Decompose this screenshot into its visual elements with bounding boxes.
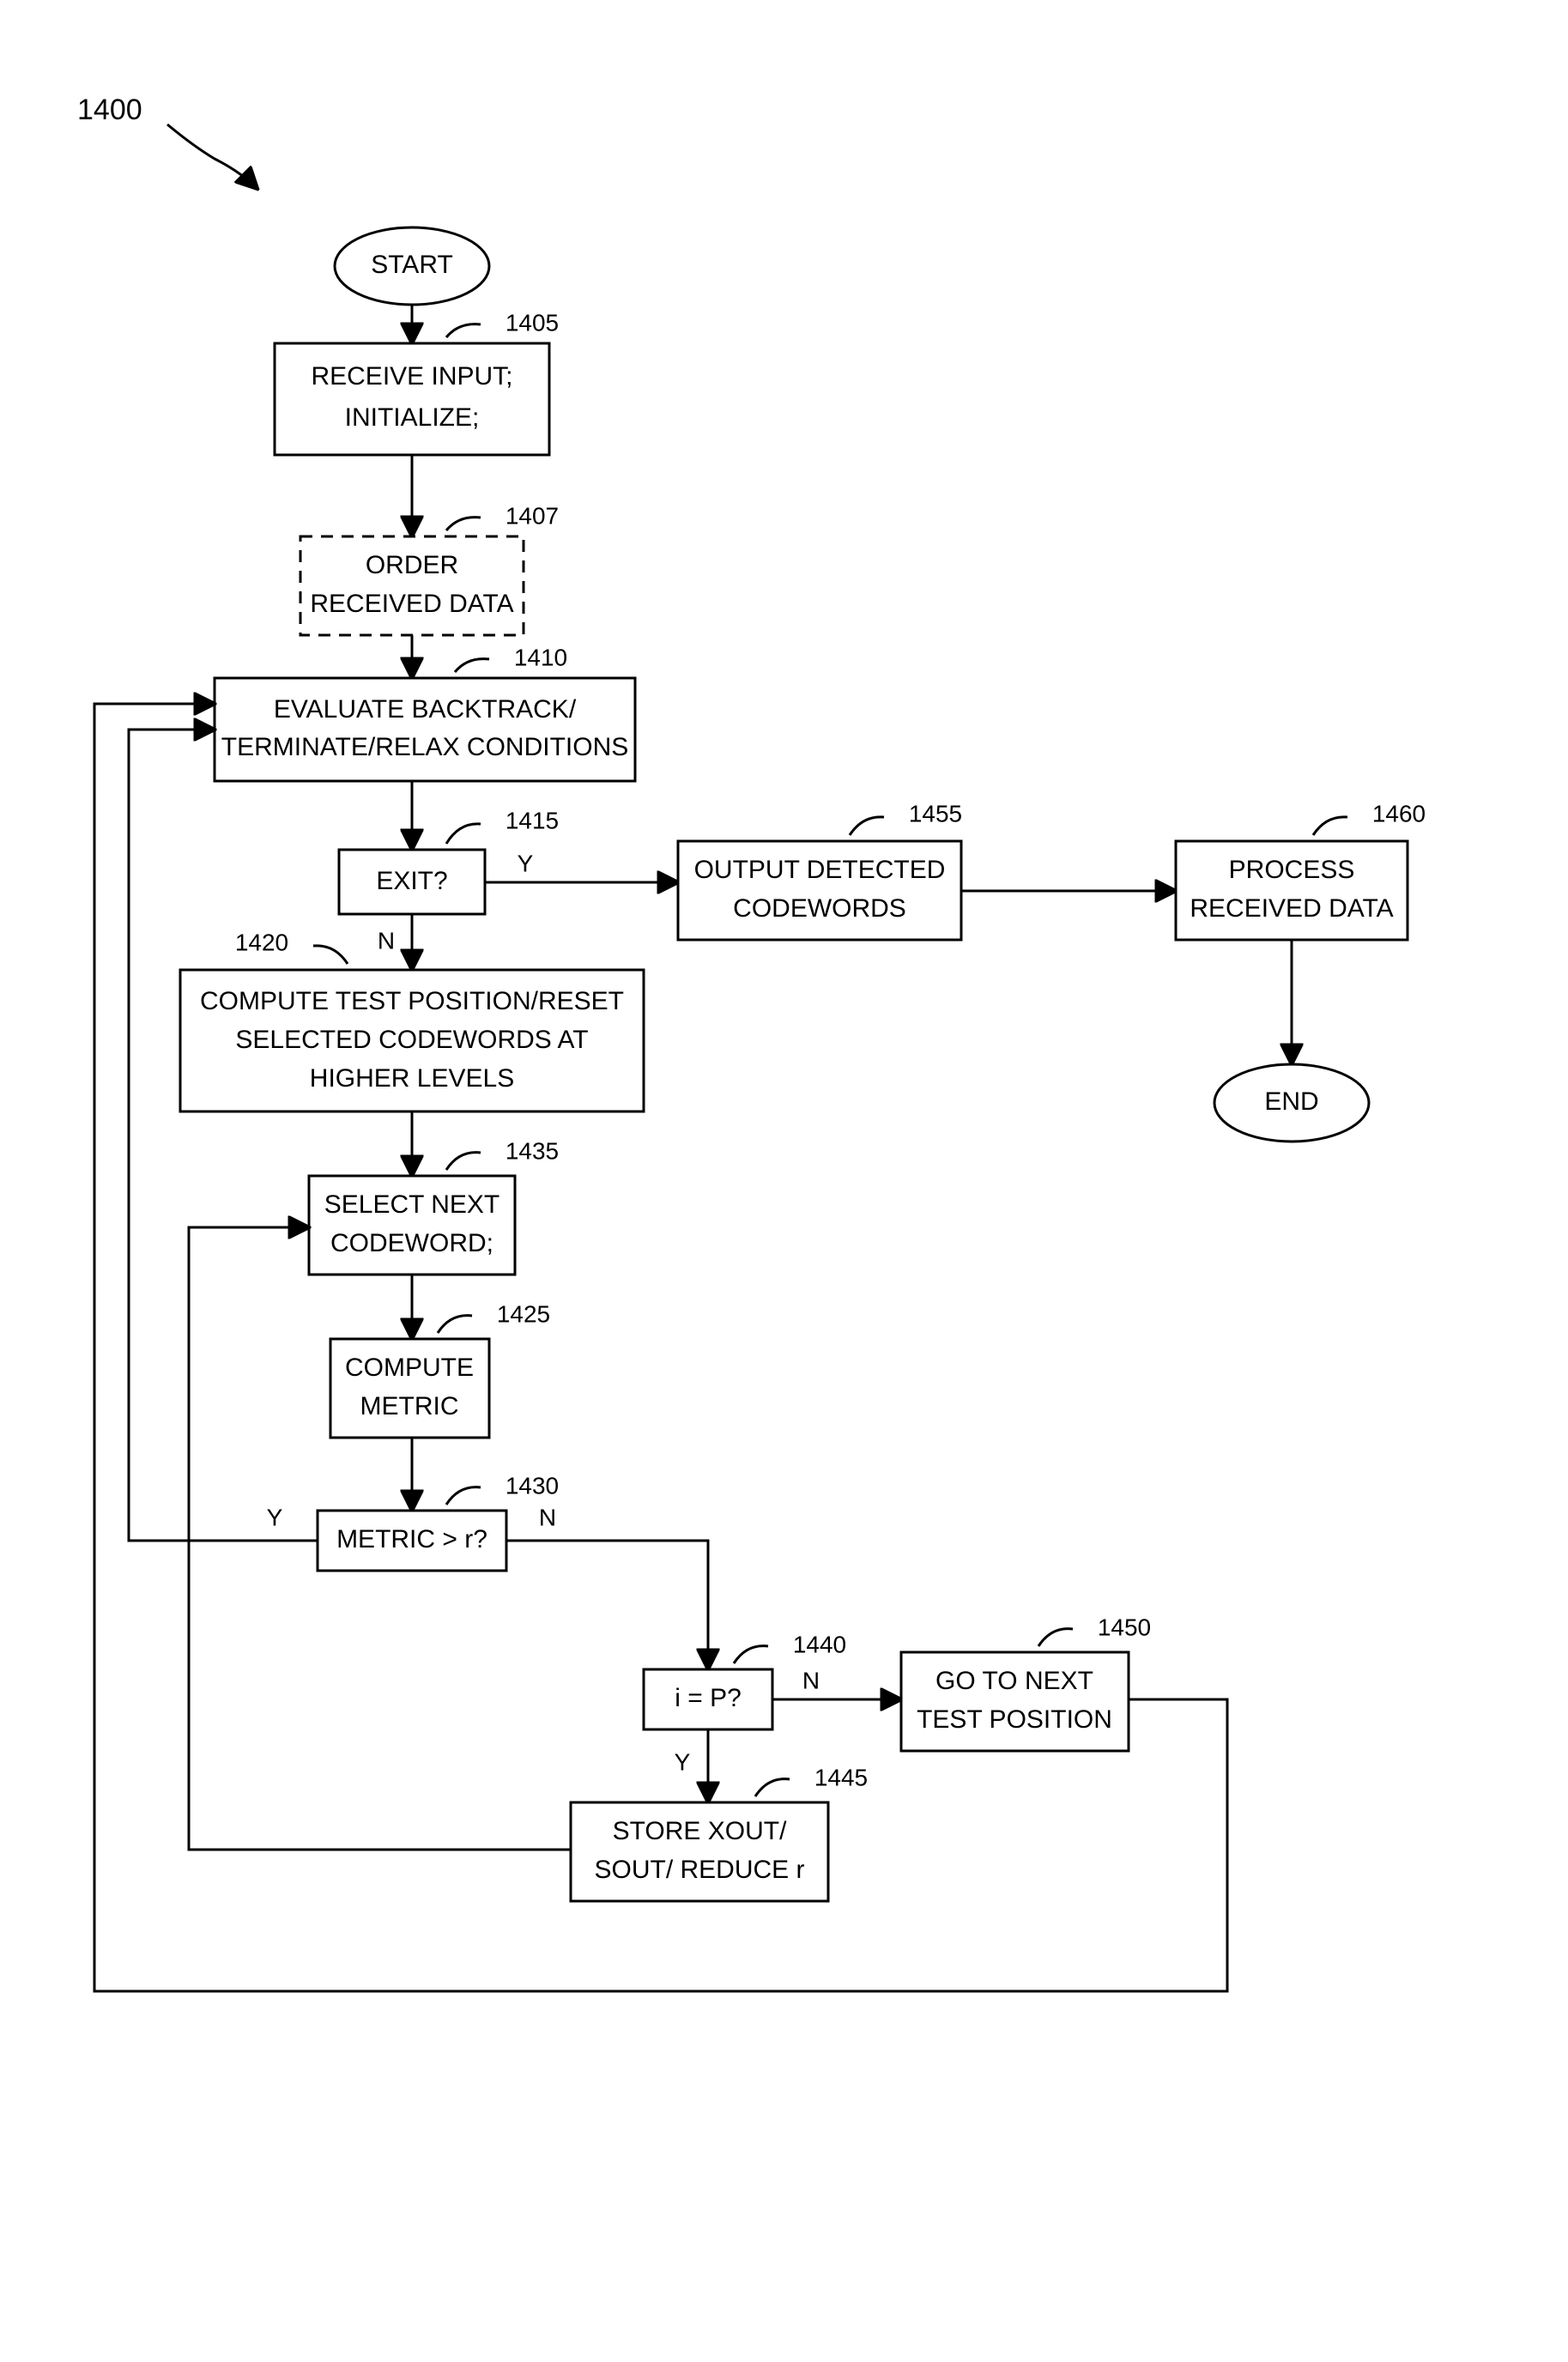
- ref-leader-1405: [446, 324, 481, 337]
- ref-1440: 1440: [793, 1631, 846, 1657]
- ref-1415: 1415: [506, 807, 559, 833]
- select-line2: CODEWORD;: [330, 1229, 493, 1257]
- select-line1: SELECT NEXT: [324, 1190, 500, 1219]
- node-evaluate: [215, 678, 635, 781]
- ref-leader-1460: [1313, 817, 1347, 835]
- ref-leader-1435: [446, 1153, 481, 1170]
- ref-1435: 1435: [506, 1137, 559, 1164]
- order-line1: ORDER: [366, 551, 458, 579]
- ref-leader-1407: [446, 518, 481, 530]
- output-line2: CODEWORDS: [733, 894, 906, 923]
- ref-1460: 1460: [1372, 800, 1426, 827]
- process-line1: PROCESS: [1229, 856, 1355, 884]
- edge-metric-yes-loop: [129, 730, 318, 1541]
- end-label: END: [1264, 1087, 1318, 1116]
- ref-leader-1415: [446, 824, 481, 844]
- ref-leader-1440: [734, 1646, 768, 1663]
- ref-leader-1425: [438, 1316, 472, 1333]
- ref-leader-1455: [850, 817, 884, 835]
- goto-line1: GO TO NEXT: [935, 1667, 1093, 1695]
- figure-label: 1400: [77, 94, 142, 126]
- figure-label-arrow: [167, 124, 257, 189]
- ref-1450: 1450: [1098, 1614, 1151, 1640]
- receive-line2: INITIALIZE;: [345, 403, 480, 432]
- ref-1430: 1430: [506, 1472, 559, 1499]
- exit-line1: EXIT?: [376, 867, 447, 895]
- computepos-line2: SELECTED CODEWORDS AT: [235, 1026, 588, 1054]
- metric-yes-label: Y: [267, 1504, 283, 1530]
- ref-leader-1420: [313, 946, 348, 964]
- metric-no-label: N: [539, 1504, 556, 1530]
- computemetric-line1: COMPUTE: [345, 1354, 474, 1382]
- receive-line1: RECEIVE INPUT;: [311, 362, 512, 391]
- ip-line1: i = P?: [675, 1684, 742, 1712]
- evaluate-line2: TERMINATE/RELAX CONDITIONS: [221, 733, 629, 761]
- computepos-line1: COMPUTE TEST POSITION/RESET: [200, 987, 624, 1015]
- node-receive: [275, 343, 549, 455]
- goto-line2: TEST POSITION: [917, 1705, 1112, 1734]
- computemetric-line2: METRIC: [360, 1392, 459, 1420]
- process-line2: RECEIVED DATA: [1190, 894, 1393, 923]
- ref-leader-1450: [1038, 1629, 1073, 1646]
- ref-leader-1445: [755, 1779, 790, 1796]
- exit-yes-label: Y: [518, 850, 534, 876]
- ref-leader-1430: [446, 1487, 481, 1505]
- store-line2: SOUT/ REDUCE r: [594, 1856, 804, 1884]
- ip-no-label: N: [802, 1667, 820, 1693]
- ref-1455: 1455: [909, 800, 962, 827]
- computepos-line3: HIGHER LEVELS: [310, 1064, 514, 1093]
- evaluate-line1: EVALUATE BACKTRACK/: [274, 695, 577, 724]
- ref-1445: 1445: [814, 1764, 868, 1790]
- ref-1405: 1405: [506, 309, 559, 336]
- edge-goto-loop: [94, 704, 1227, 1991]
- ref-1420: 1420: [235, 929, 288, 955]
- ref-1407: 1407: [506, 502, 559, 529]
- store-line1: STORE XOUT/: [613, 1817, 787, 1845]
- ref-1425: 1425: [497, 1300, 550, 1327]
- exit-no-label: N: [378, 927, 395, 954]
- metric-line1: METRIC > r?: [336, 1525, 487, 1553]
- edge-metric-no: [506, 1541, 708, 1669]
- ref-leader-1410: [455, 659, 489, 672]
- ref-1410: 1410: [514, 644, 567, 670]
- ip-yes-label: Y: [675, 1748, 691, 1775]
- output-line1: OUTPUT DETECTED: [694, 856, 946, 884]
- start-label: START: [371, 251, 453, 279]
- order-line2: RECEIVED DATA: [310, 590, 513, 618]
